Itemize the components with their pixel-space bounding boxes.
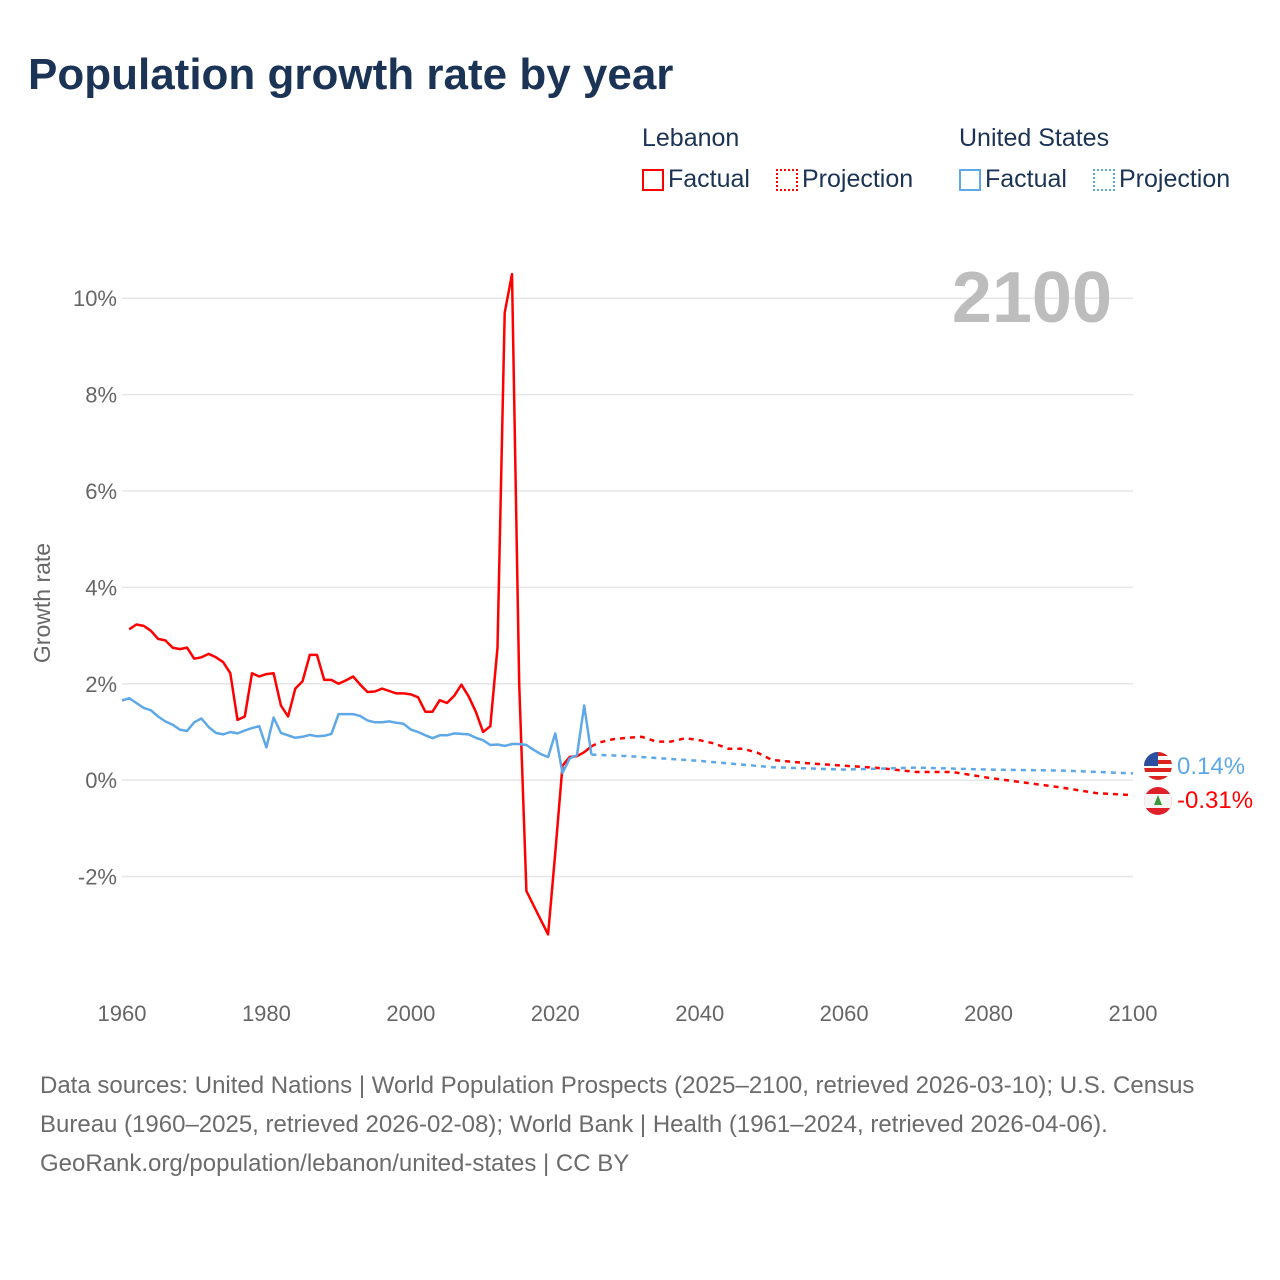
x-tick-label: 2040 — [675, 1001, 724, 1026]
united-states-projection-line — [591, 753, 1134, 775]
legend-item-lebanon-projection[interactable]: Projection — [775, 165, 914, 194]
y-tick-label: 0% — [85, 768, 117, 793]
lebanon-end-value: -0.31% — [1177, 787, 1253, 814]
legend-item-us-projection[interactable]: Projection — [1092, 165, 1231, 194]
solid-swatch-icon — [642, 168, 664, 191]
y-tick-label: 8% — [85, 383, 117, 408]
y-tick-label: 2% — [85, 672, 117, 697]
solid-swatch-icon — [959, 168, 981, 191]
x-tick-label: 1960 — [98, 1001, 147, 1026]
legend-label: Factual — [985, 165, 1067, 193]
legend-label: Projection — [801, 165, 914, 193]
lebanon-factual-line — [128, 272, 593, 936]
legend-label: Factual — [668, 165, 750, 193]
data-sources: Data sources: United Nations | World Pop… — [40, 1072, 1195, 1138]
legend-item-us-factual[interactable]: Factual — [959, 165, 1067, 194]
source-note: Data sources: United Nations | World Pop… — [40, 1066, 1230, 1183]
y-tick-label: -2% — [78, 865, 117, 890]
y-tick-label: 10% — [73, 286, 117, 311]
page-title: Population growth rate by year — [28, 50, 674, 99]
x-tick-label: 2080 — [964, 1001, 1013, 1026]
legend-group-name: Lebanon — [642, 124, 740, 152]
x-tick-label: 2020 — [531, 1001, 580, 1026]
lebanon-projection-line — [590, 735, 1134, 797]
y-axis-label: Growth rate — [29, 543, 55, 663]
dotted-swatch-icon — [1092, 168, 1115, 191]
legend-united-states: United States Factual Projection — [959, 124, 1248, 194]
us-flag-icon — [1144, 752, 1172, 780]
legend-lebanon: Lebanon Factual Projection — [642, 124, 931, 194]
x-tick-label: 2060 — [820, 1001, 869, 1026]
legend-group-name: United States — [959, 124, 1110, 152]
us-end-value: 0.14% — [1177, 753, 1245, 780]
x-tick-label: 2100 — [1109, 1001, 1158, 1026]
united-states-factual-line — [121, 696, 593, 775]
legend-item-lebanon-factual[interactable]: Factual — [642, 165, 750, 194]
lebanon-flag-icon — [1144, 787, 1172, 815]
y-tick-label: 4% — [85, 575, 117, 600]
dotted-swatch-icon — [775, 168, 798, 191]
legend-label: Projection — [1118, 165, 1231, 193]
line-chart: -2% 0% 2% 4% 6% 8% 10% 1960 1980 2000 2020 2040 2060… — [29, 258, 1253, 1026]
year-label: 2100 — [952, 258, 1112, 338]
source-link[interactable]: GeoRank.org/population/lebanon/united-st… — [40, 1150, 630, 1177]
x-tick-label: 1980 — [242, 1001, 291, 1026]
y-tick-label: 6% — [85, 479, 117, 504]
x-tick-label: 2000 — [386, 1001, 435, 1026]
